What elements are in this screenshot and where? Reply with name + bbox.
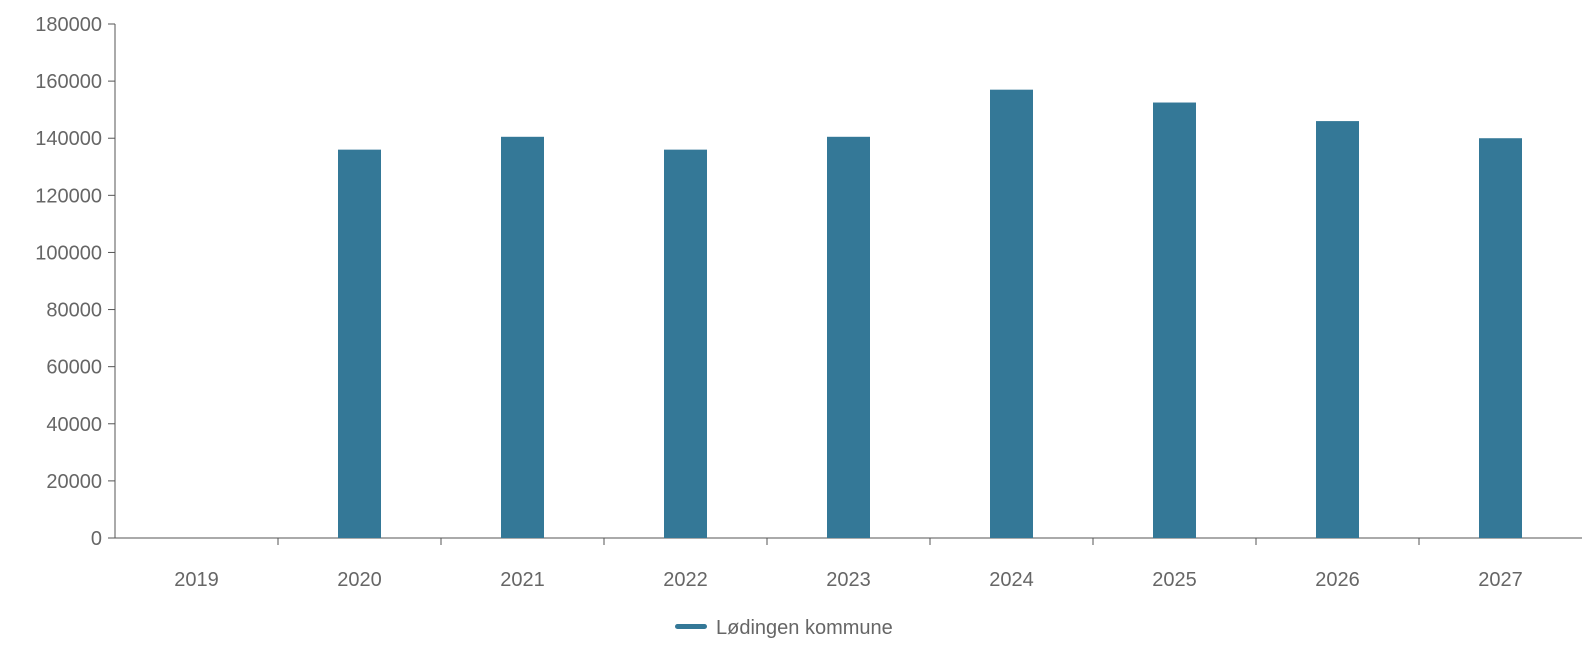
bar[interactable] xyxy=(664,149,707,538)
y-axis: 0 20000 40000 60000 80000 100000 120000 140000 1… xyxy=(35,14,116,550)
y-tick-label: 0 xyxy=(91,528,102,550)
bar-series xyxy=(338,89,1522,539)
bar[interactable] xyxy=(1316,121,1359,538)
x-tick-label: 2022 xyxy=(663,569,708,591)
bar[interactable] xyxy=(1479,138,1522,538)
y-tick-label: 100000 xyxy=(35,242,102,264)
x-tick-label: 2019 xyxy=(174,569,219,591)
legend[interactable]: Lødingen kommune xyxy=(675,617,893,639)
bar[interactable] xyxy=(501,136,544,539)
x-tick-label: 2025 xyxy=(1152,569,1197,591)
legend-swatch xyxy=(675,624,707,629)
bar[interactable] xyxy=(827,136,870,539)
x-tick-label: 2023 xyxy=(826,569,871,591)
y-tick-label: 180000 xyxy=(35,14,102,36)
bar[interactable] xyxy=(990,89,1033,538)
y-tick-label: 20000 xyxy=(46,471,102,493)
x-tick-label: 2020 xyxy=(337,569,382,591)
y-tick-label: 80000 xyxy=(46,300,102,322)
x-tick-label: 2027 xyxy=(1478,569,1523,591)
bar[interactable] xyxy=(1153,102,1196,539)
x-tick-label: 2024 xyxy=(989,569,1034,591)
x-tick-label: 2021 xyxy=(500,569,545,591)
y-tick-label: 40000 xyxy=(46,414,102,436)
y-tick-label: 160000 xyxy=(35,71,102,93)
x-tick-label: 2026 xyxy=(1315,569,1360,591)
y-tick-label: 60000 xyxy=(46,357,102,379)
legend-label: Lødingen kommune xyxy=(716,617,893,639)
x-axis: 2019 2020 2021 2022 2023 2024 2025 2026 2027 xyxy=(115,537,1582,591)
y-tick-label: 140000 xyxy=(35,128,102,150)
bar[interactable] xyxy=(338,149,381,538)
y-tick-label: 120000 xyxy=(35,185,102,207)
